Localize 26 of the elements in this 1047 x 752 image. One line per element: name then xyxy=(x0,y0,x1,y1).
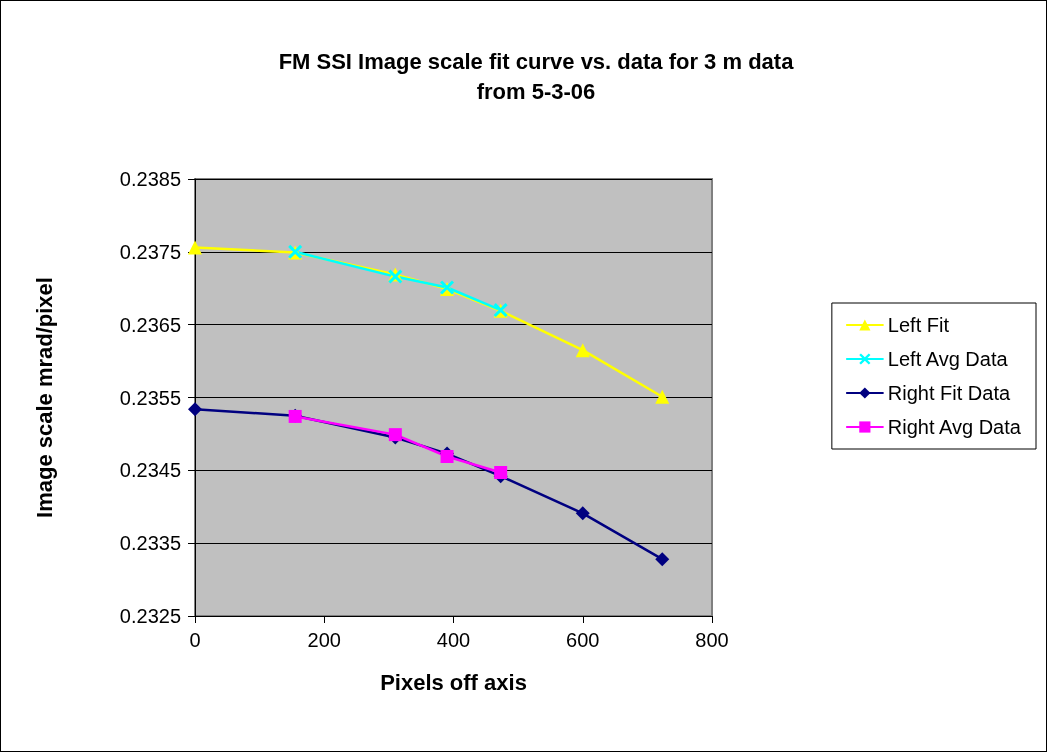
point xyxy=(188,240,202,255)
legend-label: Left Fit xyxy=(887,314,950,336)
legend-label: Right Avg Data xyxy=(887,416,1022,438)
y-tick-label: 0.2365 xyxy=(119,313,181,336)
x-axis-title: Pixels off axis xyxy=(380,669,527,695)
x-tick-label: 800 xyxy=(695,629,729,651)
y-tick-label: 0.2355 xyxy=(119,386,181,409)
point xyxy=(655,552,670,567)
y-tick-label: 0.2375 xyxy=(119,240,181,263)
point xyxy=(494,466,508,480)
y-tick-label: 0.2325 xyxy=(119,605,181,627)
y-tick-label: 0.2345 xyxy=(119,459,181,482)
legend-label: Left Avg Data xyxy=(887,348,1009,370)
x-tick-label: 400 xyxy=(436,629,471,651)
point xyxy=(188,402,202,417)
point xyxy=(655,389,670,404)
chart-title: FM SSI Image scale fit curve vs. data for 3 m data from 5-3-06 xyxy=(278,48,795,104)
x-tick-label: 600 xyxy=(566,629,600,651)
point xyxy=(575,506,590,521)
y-tick-label: 0.2335 xyxy=(119,532,181,555)
x-tick-label: 0 xyxy=(189,629,201,651)
legend-label: Right Fit Data xyxy=(887,382,1011,404)
y-axis-title: Image scale mrad/pixel xyxy=(31,277,57,518)
point xyxy=(575,343,590,358)
x-tick-label: 200 xyxy=(307,629,341,651)
y-tick-label: 0.2385 xyxy=(119,168,181,190)
